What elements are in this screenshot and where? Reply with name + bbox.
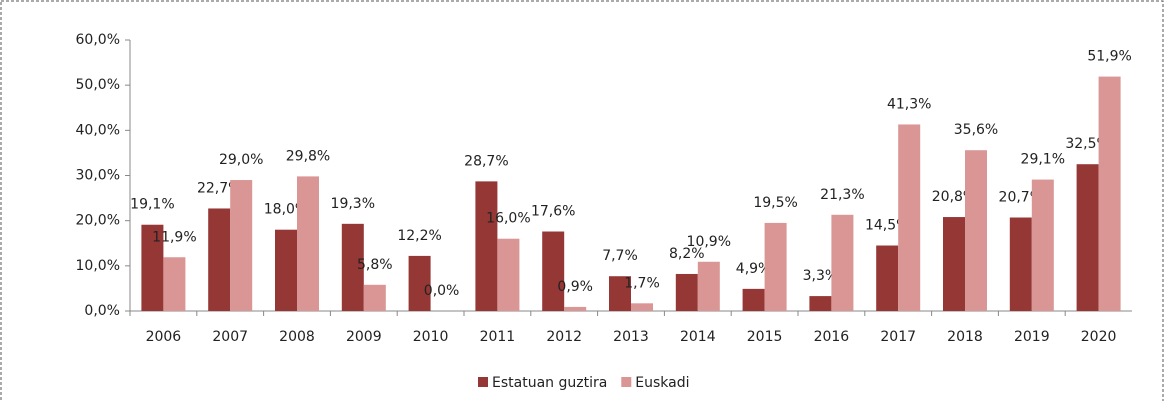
x-tick-label: 2006	[146, 329, 182, 345]
bar	[631, 303, 653, 311]
x-tick-label: 2010	[413, 329, 449, 345]
bar	[1076, 164, 1099, 311]
bar	[141, 224, 164, 311]
value-label: 11,9%	[152, 229, 196, 245]
legend-label: Estatuan guztira	[492, 375, 607, 391]
value-label: 28,7%	[464, 153, 508, 169]
x-tick-label: 2013	[613, 329, 649, 345]
value-label: 19,5%	[753, 195, 797, 211]
bar	[1098, 76, 1121, 312]
y-tick-label: 20,0%	[76, 213, 120, 229]
value-label: 10,9%	[687, 234, 731, 250]
x-tick-label: 2007	[212, 329, 248, 345]
value-label: 3,3%	[803, 268, 839, 284]
x-tick-label: 2009	[346, 329, 382, 345]
bar	[475, 181, 498, 311]
bar	[764, 222, 787, 311]
bar	[297, 176, 319, 311]
value-label: 0,9%	[557, 279, 593, 295]
x-tick-label: 2020	[1081, 329, 1117, 345]
legend-swatch	[621, 377, 632, 387]
x-tick-label: 2017	[880, 329, 916, 345]
bar	[943, 217, 965, 311]
x-tick-label: 2019	[1014, 329, 1050, 345]
y-tick-label: 40,0%	[76, 122, 120, 138]
bar	[497, 238, 520, 311]
bar	[876, 245, 899, 311]
x-tick-label: 2015	[747, 329, 783, 345]
y-tick-label: 60,0%	[76, 32, 120, 48]
value-label: 35,6%	[954, 122, 998, 138]
bar	[1031, 179, 1054, 311]
bar	[697, 261, 720, 311]
value-label: 19,1%	[130, 197, 174, 213]
value-label: 8,2%	[669, 246, 705, 262]
y-tick-label: 50,0%	[76, 77, 120, 93]
bar	[831, 214, 854, 311]
x-tick-label: 2018	[947, 329, 983, 345]
bar	[275, 229, 297, 311]
x-tick-label: 2016	[814, 329, 850, 345]
value-label: 0,0%	[424, 283, 460, 299]
value-label: 16,0%	[486, 211, 530, 227]
bar	[675, 273, 698, 311]
value-label: 51,9%	[1087, 49, 1131, 65]
y-tick-label: 0,0%	[84, 303, 120, 319]
bar	[742, 288, 765, 311]
bar	[609, 276, 631, 311]
value-label: 5,8%	[357, 257, 393, 273]
bar	[163, 257, 186, 311]
legend-swatch	[478, 377, 488, 387]
value-label: 4,9%	[736, 261, 772, 277]
value-label: 29,8%	[286, 148, 330, 164]
value-label: 17,6%	[531, 204, 575, 220]
x-tick-label: 2014	[680, 329, 716, 345]
x-tick-label: 2012	[546, 329, 582, 345]
bar	[564, 306, 587, 311]
x-tick-label: 2008	[279, 329, 315, 345]
value-label: 12,2%	[397, 228, 441, 244]
bar	[408, 255, 431, 311]
bar	[965, 150, 987, 311]
x-tick-label: 2011	[480, 329, 516, 345]
value-label: 1,7%	[624, 275, 660, 291]
bar	[208, 208, 231, 311]
value-label: 21,3%	[820, 187, 864, 203]
bar	[341, 223, 364, 311]
value-label: 7,7%	[602, 248, 638, 264]
bar	[230, 180, 253, 311]
bar	[542, 231, 565, 311]
value-label: 29,1%	[1021, 152, 1065, 168]
bar	[809, 296, 832, 311]
value-label: 41,3%	[887, 96, 931, 112]
value-label: 29,0%	[219, 152, 263, 168]
bar	[1009, 217, 1032, 311]
y-tick-label: 10,0%	[76, 258, 120, 274]
value-label: 19,3%	[331, 196, 375, 212]
legend-label: Euskadi	[635, 375, 689, 391]
bar	[363, 284, 386, 311]
y-tick-label: 30,0%	[76, 168, 120, 184]
bar	[898, 124, 921, 311]
